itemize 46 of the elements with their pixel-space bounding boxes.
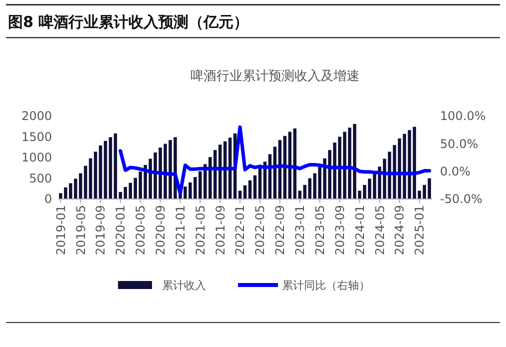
bar [94,152,98,199]
y-tick-label: 1500 [21,130,52,144]
x-tick-label: 2019-09 [94,205,108,256]
x-tick-label: 2022-01 [233,205,248,256]
y-tick-label: 1000 [21,150,52,165]
legend-label: 累计收入 [162,278,206,292]
y-tick-label: 500 [29,171,52,186]
x-tick-label: 2021-01 [173,205,188,256]
x-tick-label: 2024-05 [372,205,387,256]
x-tick-label: 2020-01 [114,205,128,256]
x-tick-label: 2022-09 [273,205,288,256]
bar [108,137,112,199]
bar [372,174,376,199]
bar [114,133,118,199]
chart-title: 图8 啤酒行业累计收入预测（亿元） [8,13,249,31]
x-tick-label: 2025-01 [412,205,427,256]
bar [68,183,72,199]
x-tick-label: 2019-05 [74,205,88,256]
x-tick-label: 2024-01 [352,205,367,256]
x-tick-label: 2019-01 [54,205,68,256]
bar [368,178,372,199]
bar [88,158,92,199]
bar [253,175,257,199]
x-tick-label: 2021-05 [193,205,208,256]
y2-tick-label: -50.0% [440,192,482,206]
line-series [118,125,432,196]
bar [104,140,108,199]
x-tick-label: 2023-05 [312,205,327,256]
y2-tick-label: 100.0% [440,109,486,124]
x-tick-label: 2020-05 [134,205,148,256]
y-tick-label: 0 [44,192,52,206]
bar [98,145,102,199]
chart-subtitle: 啤酒行业累计预测收入及增速 [190,69,360,84]
x-tick-label: 2020-09 [153,205,168,256]
legend-label: 累计同比（右轴） [282,278,370,292]
bar [74,178,78,199]
x-tick-label: 2023-01 [293,205,308,256]
bar [84,166,88,199]
bar [78,173,82,199]
x-tick-label: 2024-09 [392,205,407,256]
x-tick-label: 2022-05 [253,205,268,256]
y-tick-label: 2000 [21,109,52,124]
y2-tick-label: 0.0% [440,164,470,179]
x-tick-label: 2021-09 [213,205,228,256]
y2-tick-label: 50.0% [440,136,478,151]
x-tick-label: 2023-09 [332,205,347,256]
